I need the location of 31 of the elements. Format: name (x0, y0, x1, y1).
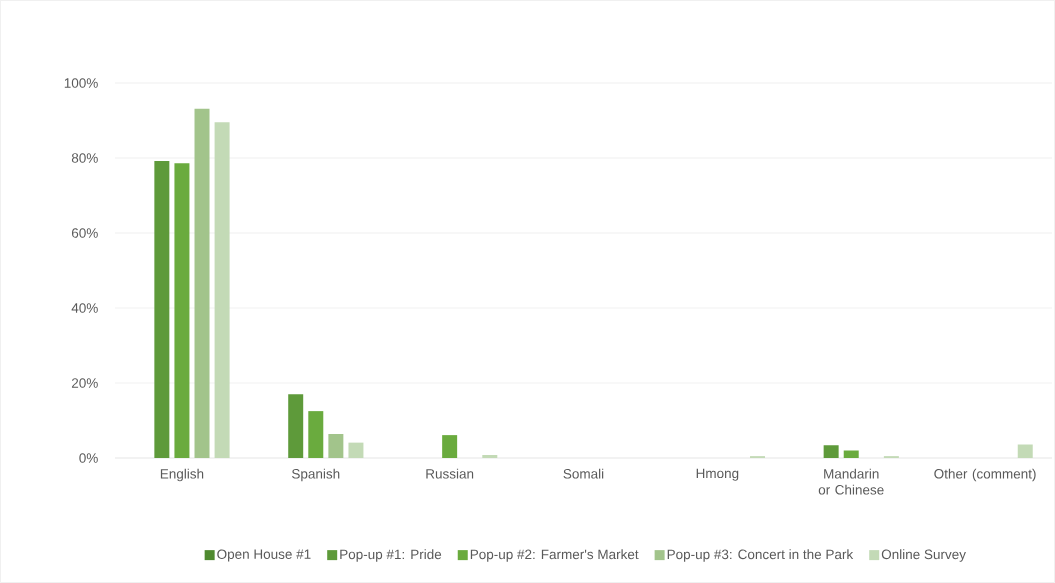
bar (214, 122, 230, 458)
y-tick-label: 80% (71, 153, 98, 163)
x-tick-label: Mandarin or Chinese (818, 468, 884, 495)
y-tick-label: 0% (79, 453, 98, 463)
x-tick-label: Russian (426, 468, 474, 479)
legend-label: Pop-up #3: Concert in the Park (667, 549, 854, 562)
bar (194, 108, 210, 458)
bar (288, 394, 304, 458)
x-tick-label: Other (comment) (934, 468, 1036, 482)
x-tick-label: English (160, 468, 204, 482)
bar (328, 434, 344, 458)
x-tick-label: Spanish (292, 468, 340, 482)
x-tick-label: Hmong (696, 468, 739, 481)
bar (348, 442, 364, 458)
y-tick-label: 100% (64, 78, 98, 88)
y-tick-label: 60% (71, 228, 98, 238)
x-tick-label: Somali (563, 468, 604, 479)
bar (442, 435, 458, 458)
y-tick-label: 20% (71, 378, 98, 388)
bar (1017, 444, 1033, 458)
legend-label: Pop-up #1: Pride (340, 549, 442, 562)
bar (823, 445, 839, 458)
legend-label: Online Survey (881, 549, 966, 562)
y-tick-label: 40% (71, 303, 98, 313)
bar (482, 455, 498, 458)
bar (308, 411, 324, 458)
legend-label: Pop-up #2: Farmer's Market (470, 549, 639, 562)
legend-label: Open House #1 (217, 549, 311, 562)
bar (154, 161, 170, 458)
bar (174, 163, 190, 458)
bar (843, 450, 859, 458)
